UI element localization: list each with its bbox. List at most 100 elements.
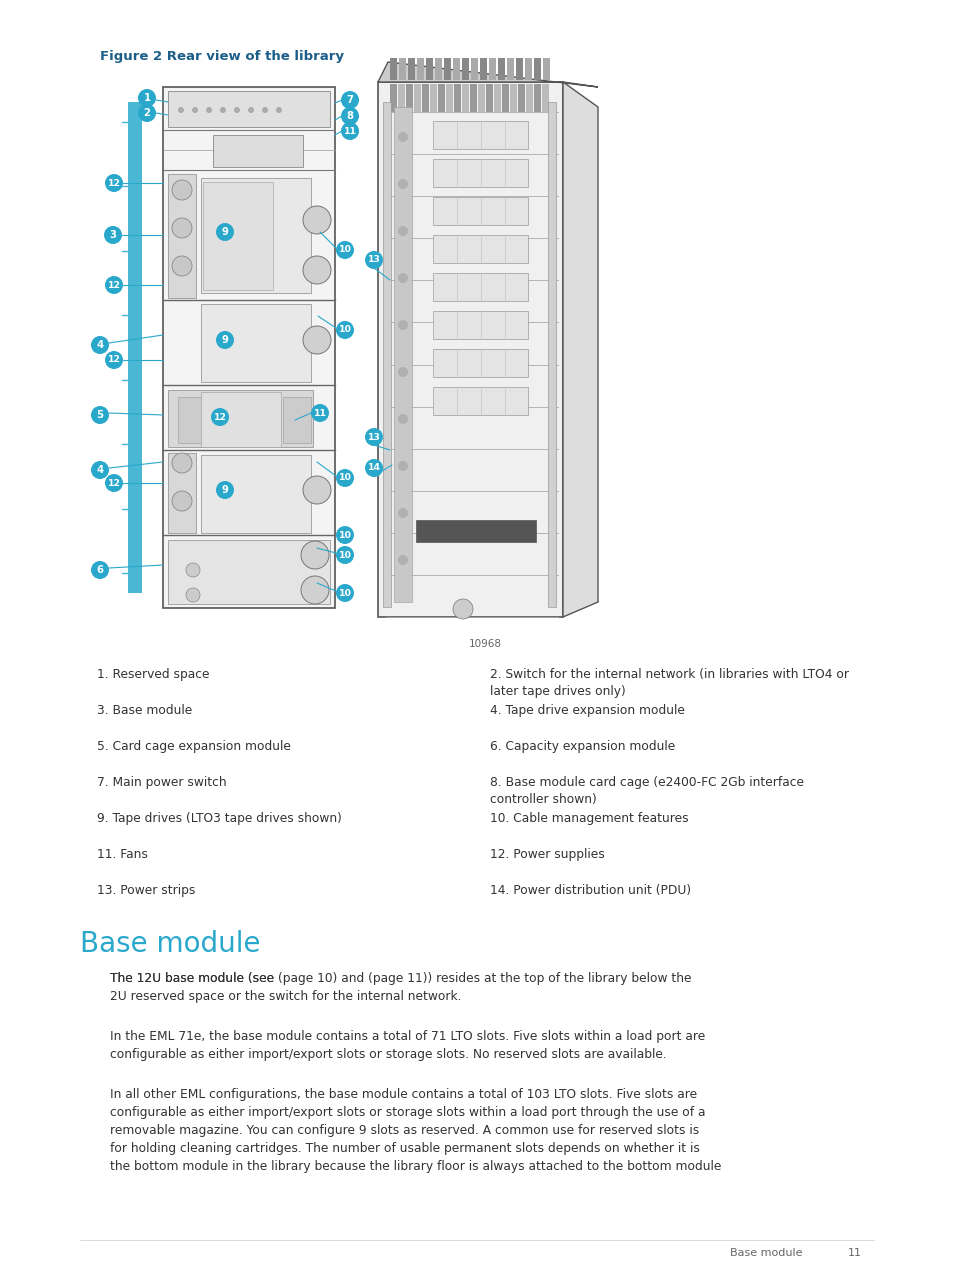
- Text: 4: 4: [96, 341, 104, 350]
- Circle shape: [397, 508, 408, 519]
- Bar: [461, 58, 469, 80]
- Circle shape: [91, 461, 109, 479]
- Bar: [494, 84, 500, 112]
- Text: 11: 11: [314, 408, 326, 417]
- Circle shape: [215, 222, 233, 241]
- Bar: [453, 58, 459, 80]
- Circle shape: [138, 104, 156, 122]
- Text: The 12U base module (see (page 10) and (page 11)) resides at the top of the libr: The 12U base module (see (page 10) and (…: [110, 972, 691, 1003]
- Circle shape: [172, 452, 192, 473]
- Text: 5. Card cage expansion module: 5. Card cage expansion module: [97, 740, 291, 752]
- Circle shape: [172, 219, 192, 238]
- Bar: [416, 58, 423, 80]
- Bar: [201, 455, 311, 533]
- Circle shape: [340, 122, 358, 140]
- Circle shape: [303, 477, 331, 505]
- Bar: [534, 84, 540, 112]
- Circle shape: [206, 107, 212, 113]
- Circle shape: [105, 174, 123, 192]
- Bar: [168, 174, 195, 297]
- Bar: [470, 84, 476, 112]
- Bar: [248, 397, 275, 444]
- Bar: [489, 58, 496, 80]
- Text: 11: 11: [847, 1248, 862, 1258]
- Bar: [406, 84, 413, 112]
- Bar: [485, 84, 493, 112]
- Bar: [433, 197, 527, 225]
- Circle shape: [303, 206, 331, 234]
- Circle shape: [233, 107, 240, 113]
- Text: 12. Power supplies: 12. Power supplies: [490, 848, 604, 860]
- Circle shape: [301, 576, 329, 604]
- Bar: [213, 135, 303, 167]
- Circle shape: [340, 107, 358, 125]
- Circle shape: [340, 92, 358, 109]
- Bar: [168, 390, 313, 447]
- Bar: [547, 102, 556, 608]
- Text: 10: 10: [338, 474, 351, 483]
- Text: 1. Reserved space: 1. Reserved space: [97, 669, 210, 681]
- Text: 9: 9: [221, 228, 228, 236]
- Circle shape: [453, 599, 473, 619]
- Circle shape: [172, 491, 192, 511]
- Circle shape: [301, 541, 329, 569]
- Text: 8. Base module card cage (e2400-FC 2Gb interface
controller shown): 8. Base module card cage (e2400-FC 2Gb i…: [490, 777, 803, 806]
- Circle shape: [220, 107, 226, 113]
- Bar: [433, 121, 527, 149]
- Circle shape: [397, 132, 408, 142]
- Circle shape: [335, 322, 354, 339]
- Text: In the EML 71e, the base module contains a total of 71 LTO slots. Five slots wit: In the EML 71e, the base module contains…: [110, 1030, 704, 1061]
- Bar: [414, 84, 420, 112]
- Text: 6: 6: [96, 566, 103, 574]
- Circle shape: [104, 226, 122, 244]
- Text: 5: 5: [96, 411, 103, 419]
- Text: 9: 9: [221, 486, 228, 494]
- Bar: [534, 58, 540, 80]
- Text: 10: 10: [338, 245, 351, 254]
- Text: 1: 1: [143, 93, 151, 103]
- Bar: [433, 235, 527, 263]
- Bar: [390, 84, 396, 112]
- Bar: [408, 58, 415, 80]
- Circle shape: [365, 250, 382, 269]
- Circle shape: [397, 320, 408, 330]
- Text: 13: 13: [367, 432, 380, 441]
- Bar: [382, 102, 391, 608]
- Circle shape: [178, 107, 184, 113]
- Circle shape: [335, 583, 354, 602]
- Text: 11. Fans: 11. Fans: [97, 848, 148, 860]
- Bar: [525, 84, 533, 112]
- Text: In all other EML configurations, the base module contains a total of 103 LTO slo: In all other EML configurations, the bas…: [110, 1088, 720, 1173]
- Bar: [454, 84, 460, 112]
- Text: Base module: Base module: [729, 1248, 801, 1258]
- Text: 12: 12: [213, 413, 226, 422]
- Circle shape: [397, 461, 408, 472]
- Bar: [213, 397, 241, 444]
- Text: 12: 12: [108, 178, 120, 188]
- Text: 8: 8: [346, 111, 354, 121]
- Bar: [516, 58, 522, 80]
- Circle shape: [275, 107, 282, 113]
- Circle shape: [397, 414, 408, 425]
- Circle shape: [397, 555, 408, 566]
- Circle shape: [365, 459, 382, 477]
- Bar: [433, 311, 527, 339]
- Bar: [168, 540, 330, 604]
- Text: 6. Capacity expansion module: 6. Capacity expansion module: [490, 740, 675, 752]
- Text: 4. Tape drive expansion module: 4. Tape drive expansion module: [490, 704, 684, 717]
- Text: 10: 10: [338, 325, 351, 334]
- Text: 10: 10: [338, 530, 351, 539]
- Text: 12: 12: [108, 356, 120, 365]
- Bar: [471, 58, 477, 80]
- Circle shape: [91, 336, 109, 355]
- Bar: [435, 58, 441, 80]
- Text: 10. Cable management features: 10. Cable management features: [490, 812, 688, 825]
- Circle shape: [248, 107, 253, 113]
- Text: The 12U base module (see: The 12U base module (see: [110, 972, 277, 985]
- Circle shape: [211, 408, 229, 426]
- Bar: [541, 84, 548, 112]
- Circle shape: [335, 526, 354, 544]
- Bar: [426, 58, 433, 80]
- Circle shape: [397, 367, 408, 377]
- Text: 13. Power strips: 13. Power strips: [97, 885, 195, 897]
